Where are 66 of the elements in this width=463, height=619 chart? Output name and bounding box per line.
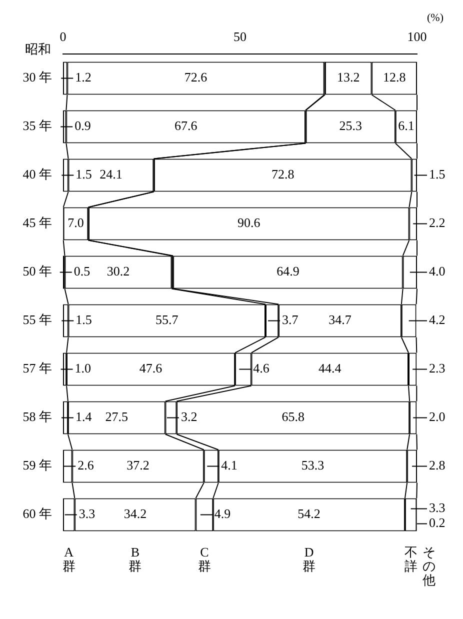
- data-label: 2.8: [429, 458, 446, 473]
- data-label: 4.2: [429, 312, 446, 328]
- data-label: 37.2: [126, 458, 150, 473]
- series-label: C群: [198, 544, 211, 574]
- data-label: 1.2: [75, 70, 92, 85]
- series-label: A群: [62, 544, 76, 574]
- data-label: 72.8: [271, 166, 294, 182]
- data-label: 3.3: [429, 500, 446, 516]
- y-tick-label: 45 年: [22, 215, 52, 230]
- data-label: 3.7: [282, 312, 299, 328]
- data-label: 72.6: [184, 70, 208, 85]
- data-label: 1.5: [429, 166, 446, 182]
- series-label: D群: [302, 544, 316, 574]
- data-label: 0.2: [429, 515, 446, 530]
- data-label: 53.3: [301, 458, 324, 473]
- data-label: 12.8: [382, 70, 406, 85]
- data-label: 1.5: [76, 312, 92, 328]
- data-label: 4.1: [221, 458, 238, 473]
- data-label: 24.1: [100, 166, 122, 182]
- series-label: B群: [128, 544, 142, 574]
- data-label: 3.2: [180, 409, 198, 424]
- x-tick-label: 0: [60, 28, 66, 44]
- series-label: その他: [422, 544, 436, 588]
- y-axis-title: 昭和: [25, 41, 51, 56]
- data-label: 30.2: [106, 264, 130, 279]
- data-label: 1.5: [76, 166, 92, 182]
- data-label: 54.2: [298, 506, 320, 522]
- y-tick-label: 40 年: [22, 166, 52, 182]
- y-tick-label: 60 年: [22, 506, 52, 522]
- series-label: 不詳: [404, 544, 418, 574]
- data-label: 3.3: [78, 506, 96, 522]
- data-label: 64.9: [276, 264, 300, 279]
- data-label: 65.8: [282, 409, 304, 424]
- data-label: 55.7: [156, 312, 179, 328]
- data-label: 13.2: [336, 70, 360, 85]
- data-label: 34.2: [124, 506, 147, 522]
- data-label: 4.0: [429, 264, 446, 279]
- data-label: 6.1: [398, 118, 414, 134]
- data-label: 0.9: [74, 118, 91, 134]
- x-tick-label: 100: [407, 28, 427, 44]
- y-tick-label: 57 年: [22, 360, 52, 376]
- data-label: 4.9: [214, 506, 231, 522]
- y-tick-label: 58 年: [22, 409, 52, 424]
- data-label: 25.3: [339, 118, 362, 134]
- data-label: 2.0: [429, 409, 446, 424]
- data-label: 7.0: [68, 215, 84, 230]
- data-label: 90.6: [237, 215, 261, 230]
- y-tick-label: 59 年: [22, 458, 52, 473]
- x-tick-label: 50: [234, 28, 246, 44]
- data-label: 1.4: [75, 409, 92, 424]
- data-label: 44.4: [318, 360, 342, 376]
- data-label: 2.2: [429, 215, 446, 230]
- data-label: 67.6: [174, 118, 198, 134]
- data-label: 1.0: [74, 360, 92, 376]
- data-label: 34.7: [328, 312, 352, 328]
- data-label: 47.6: [139, 360, 163, 376]
- data-label: 2.3: [429, 360, 446, 376]
- data-label: 0.5: [74, 264, 90, 279]
- x-axis-title: (%): [427, 12, 444, 24]
- data-label: 4.6: [253, 360, 270, 376]
- y-tick-label: 35 年: [22, 118, 52, 134]
- y-tick-label: 30 年: [22, 70, 52, 85]
- y-tick-label: 50 年: [22, 264, 52, 279]
- y-tick-label: 55 年: [22, 312, 52, 328]
- data-label: 2.6: [78, 458, 94, 473]
- data-label: 27.5: [105, 409, 128, 424]
